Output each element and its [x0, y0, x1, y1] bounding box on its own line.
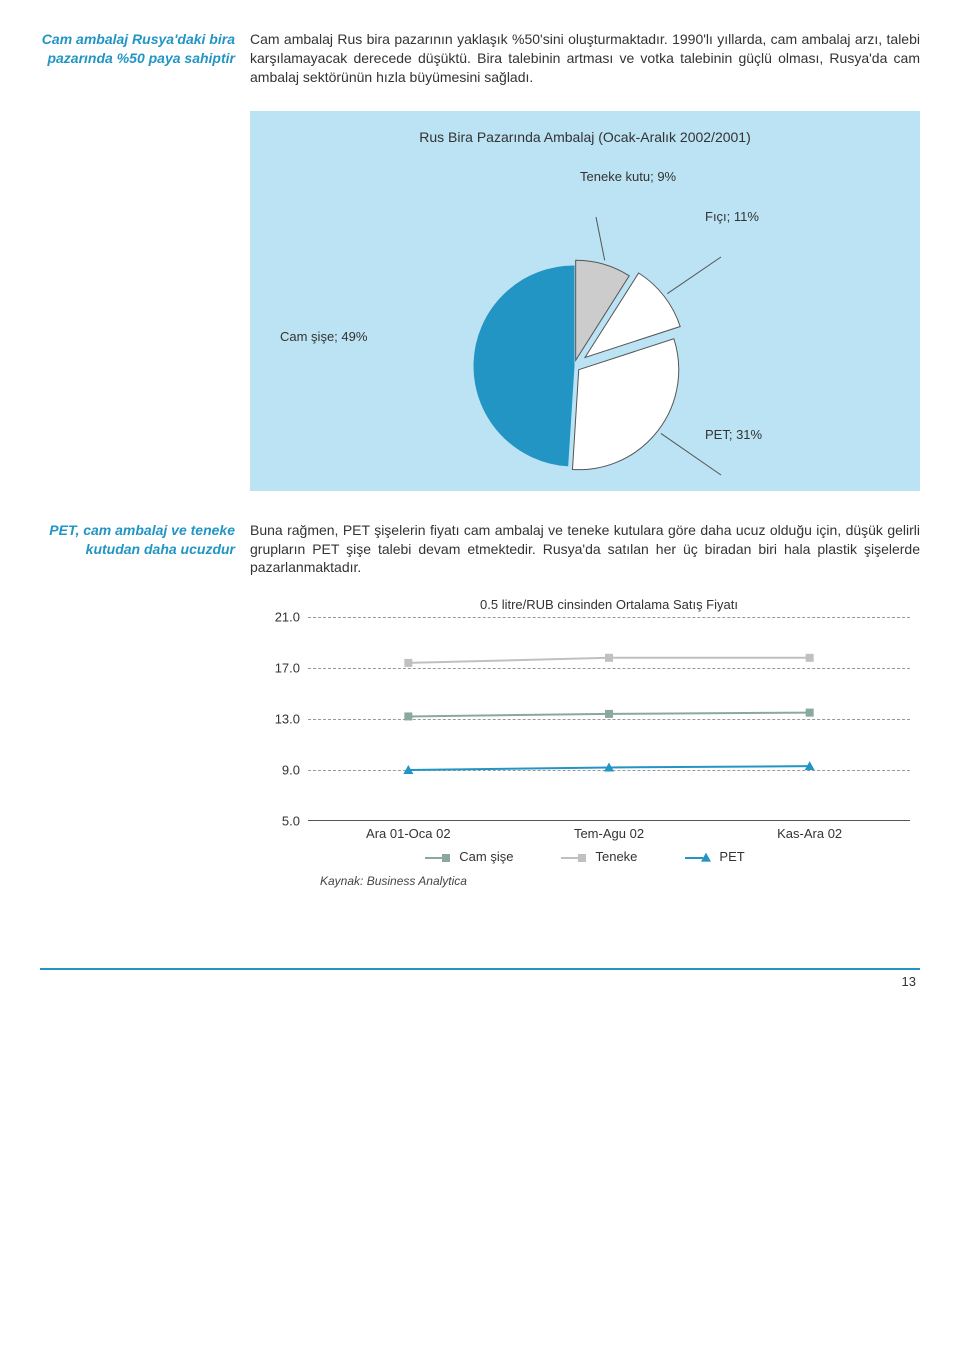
- series-marker: [806, 709, 814, 717]
- body-2-text: Buna rağmen, PET şişelerin fiyatı cam am…: [250, 521, 920, 578]
- legend-swatch: [425, 857, 443, 859]
- pie-svg: [274, 151, 896, 481]
- pie-slice: [572, 338, 678, 469]
- line-chart-source: Kaynak: Business Analytica: [320, 874, 920, 888]
- section-2: PET, cam ambalaj ve teneke kutudan daha …: [40, 521, 920, 592]
- pie-slice: [474, 266, 574, 466]
- callout-2: PET, cam ambalaj ve teneke kutudan daha …: [40, 521, 250, 592]
- callout-2-text: PET, cam ambalaj ve teneke kutudan daha …: [40, 521, 235, 559]
- pie-label: Fıçı; 11%: [705, 209, 759, 224]
- legend-item: Cam şişe: [413, 849, 525, 864]
- pie-label: Cam şişe; 49%: [280, 329, 367, 344]
- series-marker: [605, 654, 613, 662]
- legend-label: Cam şişe: [459, 849, 513, 864]
- series-marker: [806, 654, 814, 662]
- legend-item: PET: [673, 849, 756, 864]
- series-marker: [605, 710, 613, 718]
- body-2: Buna rağmen, PET şişelerin fiyatı cam am…: [250, 521, 920, 592]
- line-chart: 0.5 litre/RUB cinsinden Ortalama Satış F…: [250, 601, 920, 888]
- series-marker: [404, 659, 412, 667]
- legend-label: PET: [719, 849, 744, 864]
- pie-label: Teneke kutu; 9%: [580, 169, 676, 184]
- legend-swatch: [685, 857, 703, 859]
- page-footer: 13: [40, 968, 920, 989]
- legend-item: Teneke: [549, 849, 649, 864]
- page-number: 13: [902, 974, 916, 989]
- section-1: Cam ambalaj Rusya'daki bira pazarında %5…: [40, 30, 920, 101]
- series-marker: [404, 713, 412, 721]
- line-chart-plot: 0.5 litre/RUB cinsinden Ortalama Satış F…: [250, 601, 920, 841]
- body-1: Cam ambalaj Rus bira pazarının yaklaşık …: [250, 30, 920, 101]
- callout-1-text: Cam ambalaj Rusya'daki bira pazarında %5…: [40, 30, 235, 68]
- legend-label: Teneke: [595, 849, 637, 864]
- pie-chart-title: Rus Bira Pazarında Ambalaj (Ocak-Aralık …: [274, 129, 896, 145]
- line-svg: [250, 601, 920, 841]
- legend-swatch: [561, 857, 579, 859]
- line-chart-legend: Cam şişe Teneke PET: [250, 849, 920, 864]
- callout-1: Cam ambalaj Rusya'daki bira pazarında %5…: [40, 30, 250, 101]
- pie-label: PET; 31%: [705, 427, 762, 442]
- pie-chart: Rus Bira Pazarında Ambalaj (Ocak-Aralık …: [250, 111, 920, 491]
- body-1-text: Cam ambalaj Rus bira pazarının yaklaşık …: [250, 30, 920, 87]
